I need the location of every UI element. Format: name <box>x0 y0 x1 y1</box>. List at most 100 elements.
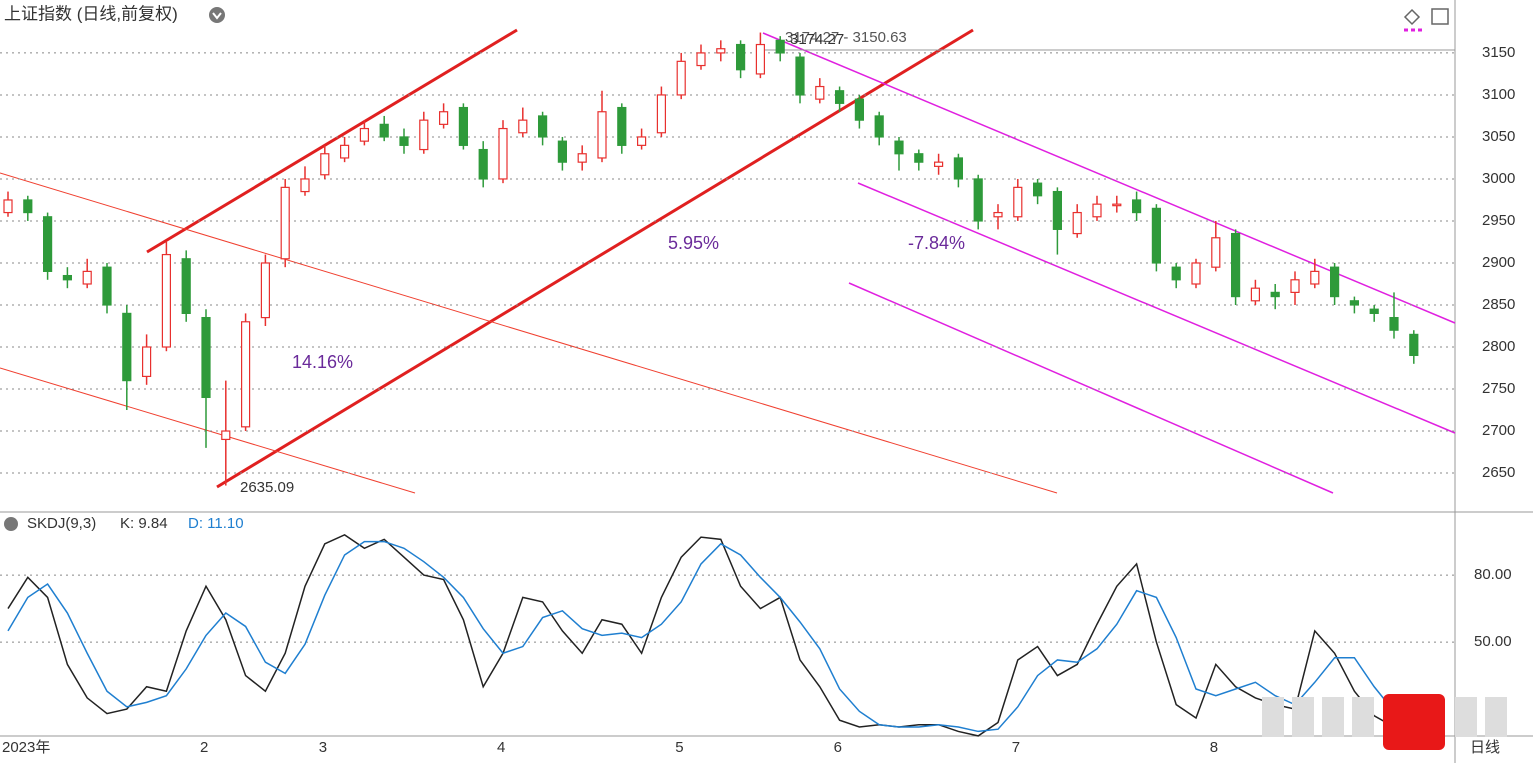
candle-body <box>775 39 785 54</box>
app-button[interactable] <box>1383 694 1445 750</box>
candle-body <box>320 153 330 176</box>
annotation: 5.95% <box>668 233 719 253</box>
x-tick-label: 3 <box>319 739 327 756</box>
candle-body <box>419 119 429 151</box>
period-label: 日线 <box>1470 739 1500 756</box>
x-tick-label: 5 <box>675 739 683 756</box>
candle-body <box>874 115 884 138</box>
candle-body <box>735 43 746 71</box>
annotation: 3174.27 - 3150.63 <box>785 29 907 46</box>
d-label: D: 11.10 <box>188 515 244 532</box>
candle-body <box>23 199 33 214</box>
candle-body <box>716 48 726 54</box>
candle-body <box>617 106 627 146</box>
y-tick-label: 3050 <box>1482 128 1515 145</box>
x-tick-label: 6 <box>834 739 842 756</box>
layout-toggle[interactable] <box>1431 8 1449 25</box>
candle-body <box>122 312 132 382</box>
x-tick-label: 4 <box>497 739 505 756</box>
candle-body <box>1369 308 1379 314</box>
candle-body <box>676 60 686 96</box>
candle-body <box>577 153 587 163</box>
candle-body <box>439 111 449 125</box>
candle-body <box>914 153 924 163</box>
candle-body <box>755 43 766 75</box>
candle-body <box>953 157 964 180</box>
candle-body <box>1329 266 1340 298</box>
candle-body <box>1250 287 1261 302</box>
candle-body <box>359 127 369 142</box>
y-tick-label: 3000 <box>1482 170 1515 187</box>
candle-body <box>636 136 647 146</box>
indicator-menu[interactable] <box>4 517 18 531</box>
channel-line <box>848 282 1334 494</box>
candle-body <box>280 186 290 260</box>
candle-body <box>1131 199 1142 214</box>
menu-icon <box>212 12 222 20</box>
y-tick-label: 2850 <box>1482 296 1515 313</box>
y-tick-label: 3150 <box>1482 44 1515 61</box>
candle-body <box>399 136 409 146</box>
candle-body <box>993 211 1003 218</box>
candle-body <box>181 258 191 314</box>
candle-body <box>854 98 865 121</box>
trend-line <box>0 172 1058 494</box>
y-tick-label: 2900 <box>1482 254 1515 271</box>
candle-body <box>1072 211 1082 235</box>
candle-body <box>142 346 152 378</box>
candle-body <box>1171 266 1181 281</box>
candle-body <box>3 199 13 214</box>
trend-line <box>216 28 974 489</box>
candle-body <box>1290 279 1300 293</box>
candle-body <box>1389 316 1399 331</box>
indicator-line <box>7 540 1415 733</box>
x-tick-label: 7 <box>1012 739 1020 756</box>
candle-body <box>597 111 607 159</box>
candle-body <box>815 85 825 100</box>
candle-body <box>1270 291 1280 298</box>
candle-body <box>1230 232 1241 298</box>
candle-body <box>458 106 468 146</box>
y-tick-label: 2650 <box>1482 464 1515 481</box>
candle-body <box>973 178 983 222</box>
candle-body <box>1092 203 1102 218</box>
candle-body <box>221 430 231 441</box>
candle-body <box>795 56 805 96</box>
k-label: K: 9.84 <box>120 515 168 532</box>
chart-title: 上证指数 (日线,前复权) <box>4 4 178 23</box>
candle-body <box>241 321 251 428</box>
candle-body <box>1211 237 1221 268</box>
candle-body <box>1112 203 1122 207</box>
x-tick-label: 2 <box>200 739 208 756</box>
candle-body <box>518 119 528 134</box>
candle-body <box>300 178 310 193</box>
candle-body <box>340 144 350 159</box>
trend-line <box>0 367 416 494</box>
candle-body <box>1013 186 1023 218</box>
annotation: 14.16% <box>292 352 353 372</box>
candle-body <box>1032 182 1043 197</box>
candle-body <box>933 161 944 167</box>
candle-body <box>537 115 548 138</box>
trend-line <box>146 28 518 254</box>
channel-line <box>762 32 1456 324</box>
candle-body <box>260 262 270 319</box>
candle-body <box>696 52 706 67</box>
y-tick-label: 50.00 <box>1474 633 1512 650</box>
y-tick-label: 3100 <box>1482 86 1515 103</box>
x-tick-label: 8 <box>1210 739 1218 756</box>
candle-body <box>478 148 488 180</box>
title-menu[interactable] <box>209 7 225 23</box>
annotation: -7.84% <box>908 233 965 253</box>
candle-body <box>82 270 92 285</box>
y-tick-label: 2800 <box>1482 338 1515 355</box>
annotation: 2635.09 <box>240 479 294 496</box>
candle-body <box>62 274 73 281</box>
candle-body <box>1052 190 1063 230</box>
candle-body <box>656 94 667 134</box>
indicator-line <box>7 534 1414 737</box>
draw-tool[interactable] <box>1403 8 1421 26</box>
candle-body <box>834 90 845 104</box>
